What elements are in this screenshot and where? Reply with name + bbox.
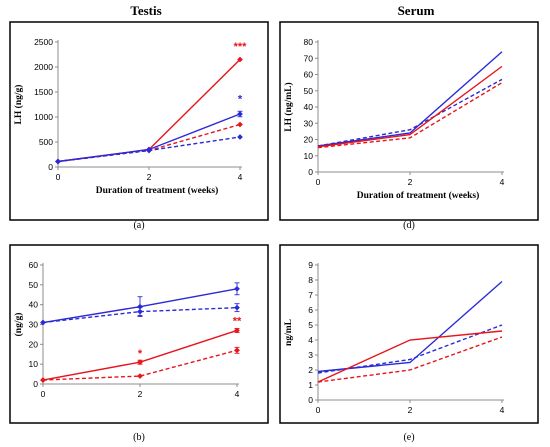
data-point — [234, 285, 240, 292]
y-tick-label: 3 — [308, 350, 313, 360]
panel-label: (e) — [403, 432, 414, 443]
y-tick-label: 50 — [29, 280, 39, 290]
y-tick-label: 20 — [304, 135, 314, 145]
y-tick-label: 60 — [29, 260, 39, 270]
y-tick-label: 9 — [308, 260, 313, 270]
column-title-serum: Serum — [398, 3, 435, 18]
y-tick-label: 40 — [29, 300, 39, 310]
series-line — [317, 78, 503, 147]
y-tick-label: 5 — [308, 320, 313, 330]
x-tick-label: 4 — [500, 177, 505, 187]
y-tick-label: 7 — [308, 290, 313, 300]
x-tick-label: 4 — [238, 172, 243, 182]
series-line — [317, 82, 503, 149]
data-point — [237, 56, 243, 63]
data-point — [237, 111, 243, 117]
panel-frame — [9, 244, 269, 424]
y-tick-label: 60 — [304, 70, 314, 80]
column-title-testis: Testis — [130, 3, 161, 18]
y-tick-label: 0 — [308, 167, 313, 177]
series-line — [317, 280, 503, 373]
significance-marker: *** — [234, 41, 248, 53]
data-point — [137, 308, 143, 315]
significance-marker: * — [138, 348, 143, 360]
data-point — [234, 304, 240, 311]
x-axis-label: Duration of treatment (weeks) — [96, 185, 219, 196]
x-tick-label: 0 — [316, 405, 321, 415]
series-line — [317, 330, 503, 383]
y-tick-label: 10 — [29, 359, 39, 369]
x-tick-label: 0 — [41, 389, 46, 399]
panel-label: (a) — [133, 220, 144, 231]
y-tick-label: 70 — [304, 53, 314, 63]
y-tick-label: 8 — [308, 275, 313, 285]
series-line — [57, 59, 241, 163]
panel-a: 0 500 1000 1500 2000 2500 0 2 4 LH (ng/g) Duration… — [9, 21, 269, 231]
x-tick-label: 2 — [147, 172, 152, 182]
y-tick-label: 30 — [304, 118, 314, 128]
data-point — [137, 359, 143, 366]
y-tick-label: 20 — [29, 339, 39, 349]
series-line — [57, 123, 241, 163]
x-tick-label: 0 — [316, 177, 321, 187]
y-tick-label: 4 — [308, 335, 313, 345]
y-tick-label: 1 — [308, 380, 313, 390]
y-tick-label: 1000 — [34, 112, 53, 122]
significance-marker: ** — [233, 316, 242, 328]
y-tick-label: 80 — [304, 37, 314, 47]
series-line — [42, 349, 238, 381]
panel-e: 0 1 2 3 4 5 6 7 8 9 0 2 4 ng/mL (e) — [279, 244, 539, 443]
x-tick-label: 2 — [408, 177, 413, 187]
data-point — [234, 327, 240, 334]
panel-frame — [279, 21, 539, 221]
x-axis-label: Duration of treatment (weeks) — [357, 190, 480, 201]
y-tick-label: 6 — [308, 305, 313, 315]
series-line — [317, 336, 503, 383]
series-line — [57, 113, 241, 163]
y-tick-label: 30 — [29, 320, 39, 330]
x-tick-label: 0 — [56, 172, 61, 182]
y-tick-label: 40 — [304, 102, 314, 112]
y-axis-label: (ng/g) — [13, 313, 24, 337]
y-tick-label: 0 — [308, 395, 313, 405]
y-axis-label: LH (ng/g) — [13, 85, 24, 125]
data-point — [237, 134, 243, 140]
significance-marker: * — [238, 94, 243, 106]
y-tick-label: 500 — [39, 137, 53, 147]
y-tick-label: 10 — [304, 151, 314, 161]
data-point — [146, 147, 152, 154]
series-line — [317, 324, 503, 374]
panel-label: (b) — [133, 432, 145, 443]
x-tick-label: 4 — [235, 389, 240, 399]
y-tick-label: 1500 — [34, 87, 53, 97]
series-line — [317, 65, 503, 148]
data-point — [40, 377, 46, 383]
x-tick-label: 4 — [500, 405, 505, 415]
y-tick-label: 2000 — [34, 62, 53, 72]
panel-d: 0 10 20 30 40 50 60 70 80 0 2 4 LH (ng/mL) Duration o… — [279, 21, 539, 231]
series-line — [317, 51, 503, 147]
panel-label: (d) — [403, 220, 415, 231]
y-tick-label: 0 — [48, 162, 53, 172]
y-axis-label: ng/mL — [284, 319, 294, 346]
y-tick-label: 2500 — [34, 37, 53, 47]
y-axis-label: LH (ng/mL) — [283, 82, 294, 131]
data-point — [55, 158, 61, 165]
data-point — [237, 121, 243, 128]
panel-frame — [9, 21, 269, 221]
y-tick-label: 2 — [308, 365, 313, 375]
y-tick-label: 50 — [304, 86, 314, 96]
data-point — [137, 373, 143, 380]
x-tick-label: 2 — [408, 405, 413, 415]
y-tick-label: 0 — [33, 379, 38, 389]
data-point — [40, 319, 46, 326]
x-tick-label: 2 — [138, 389, 143, 399]
data-point — [234, 347, 240, 354]
panel-frame — [279, 244, 539, 424]
